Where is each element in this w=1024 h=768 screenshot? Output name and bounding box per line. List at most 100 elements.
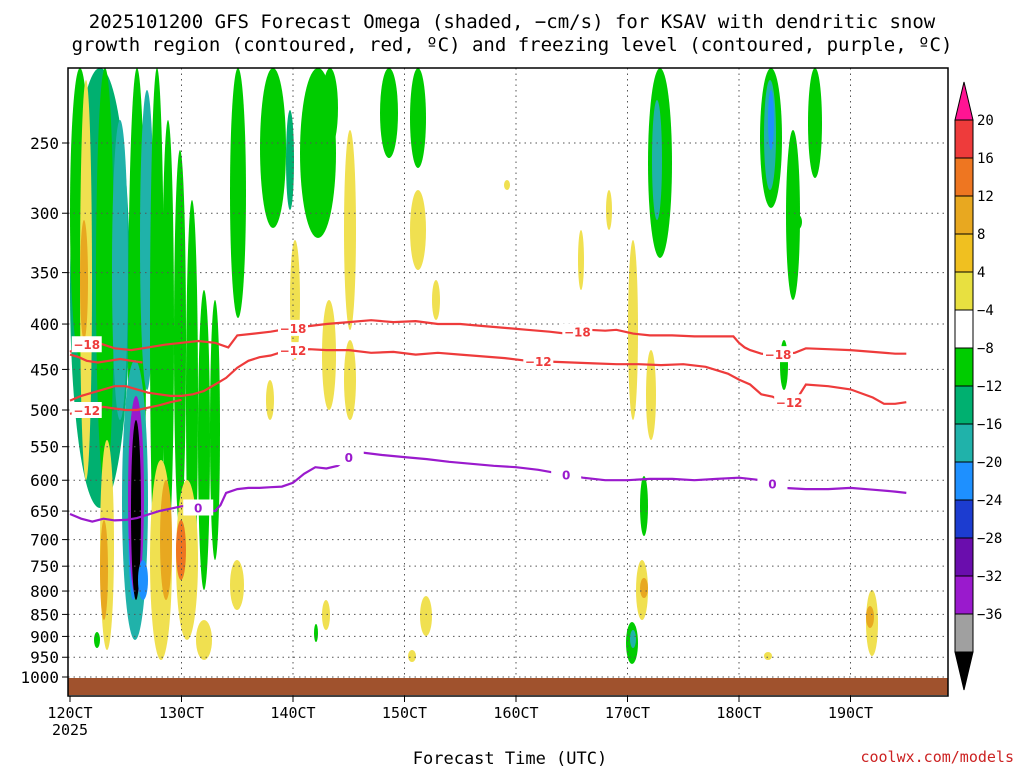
omega-shade-cell (628, 240, 638, 420)
omega-shade-cell (230, 68, 246, 318)
omega-shade-cell (138, 560, 148, 600)
y-tick-label: 650 (30, 502, 59, 521)
colorbar-label: −16 (977, 417, 1002, 433)
omega-shade-cell (768, 90, 774, 150)
contour-label: −12 (525, 355, 552, 369)
colorbar-swatch (954, 613, 974, 653)
omega-shade-cell (174, 150, 186, 530)
y-tick-label: 900 (30, 627, 59, 646)
omega-shade-cell (131, 420, 141, 600)
contour-label: −18 (765, 348, 792, 362)
omega-shade-cell (410, 190, 426, 270)
colorbar-top-arrow (954, 81, 974, 121)
omega-shade-cell (432, 280, 440, 320)
contour-label-bg (763, 346, 794, 363)
omega-shade-cell (266, 380, 274, 420)
y-tick-label: 250 (30, 134, 59, 153)
colorbar-bottom-arrow (954, 651, 974, 691)
chart-title-line-2: growth region (contoured, red, ºC) and f… (72, 34, 953, 56)
contour-label: −12 (776, 396, 803, 410)
omega-shade-cell (112, 120, 128, 420)
contour-label: −12 (73, 404, 100, 418)
x-tick-label: 180CT (716, 704, 761, 722)
omega-shade-cell (344, 130, 356, 330)
credit-text: coolwx.com/models (860, 748, 1014, 766)
colorbar-label: 12 (977, 189, 994, 205)
chart-title-line-1: 2025101200 GFS Forecast Omega (shaded, −… (89, 11, 936, 33)
colorbar-swatch (954, 271, 974, 311)
colorbar-label: −20 (977, 455, 1002, 471)
x-tick-label: 190CT (828, 704, 873, 722)
y-tick-label: 1000 (20, 668, 59, 687)
omega-shade-cell (504, 180, 510, 190)
x-tick-label: 140CT (270, 704, 315, 722)
colorbar-label: −24 (977, 493, 1002, 509)
omega-shade-cell (640, 578, 648, 598)
x-tick-label: 170CT (605, 704, 650, 722)
contour-label-bg (278, 342, 308, 359)
colorbar-swatch (954, 461, 974, 501)
contour-lines: −18 −18 −18 −18 −12 −12 −12 −12 0 0 0 0 (69, 319, 907, 523)
contour-line (69, 319, 907, 356)
colorbar: 20 16 12 8 4 −4 −8 −12 −16 −20 −24 −28 −32 −36 (954, 81, 1002, 691)
contour-label-bg (562, 323, 593, 340)
colorbar-swatch (954, 309, 974, 349)
contour-label-bg (551, 466, 582, 483)
omega-shade-cell (94, 632, 100, 648)
omega-shade-cell (808, 68, 822, 178)
y-tick-label: 350 (30, 264, 59, 283)
colorbar-swatch (954, 195, 974, 235)
colorbar-swatch (954, 499, 974, 539)
colorbar-label: −28 (977, 531, 1002, 547)
omega-shade-cell (322, 68, 338, 148)
contour-label-bg (523, 353, 554, 370)
colorbar-swatch (954, 423, 974, 463)
contour-line (69, 353, 143, 364)
y-tick-label: 950 (30, 648, 59, 667)
contour-label-bg (71, 402, 102, 418)
omega-shade-cell (786, 130, 800, 300)
omega-shade-cell (408, 650, 416, 662)
y-tick-label: 800 (30, 582, 59, 601)
omega-shade-cell (198, 290, 210, 590)
y-tick-label: 550 (30, 438, 59, 457)
contour-label: 0 (562, 469, 570, 483)
omega-shade-cell (80, 220, 88, 340)
omega-shade-cell (578, 230, 584, 290)
y-tick-label: 300 (30, 204, 59, 223)
x-axis-year: 2025 (52, 721, 88, 739)
omega-shade-cell (792, 214, 802, 230)
colorbar-swatch (954, 575, 974, 615)
colorbar-swatch (954, 157, 974, 197)
omega-shade-cell (646, 350, 656, 440)
omega-shade-cell (286, 110, 294, 210)
omega-shade-cell (380, 68, 398, 158)
colorbar-label: 16 (977, 151, 994, 167)
omega-shade-cell (100, 520, 108, 620)
colorbar-label: 8 (977, 227, 985, 243)
y-tick-label: 750 (30, 557, 59, 576)
contour-label-bg (183, 499, 214, 516)
y-axis-ticks: 250 300 350 400 450 500 550 600 650 700 750 800 850 9… (20, 134, 68, 687)
contour-label-bg (774, 394, 805, 411)
colorbar-label: −32 (977, 569, 1002, 585)
omega-shade-cell (210, 300, 220, 560)
colorbar-swatch (954, 233, 974, 273)
omega-shade-cell (196, 620, 212, 660)
x-axis-label: Forecast Time (UTC) (413, 749, 607, 768)
omega-shade-cell (640, 476, 648, 536)
x-tick-label: 160CT (493, 704, 538, 722)
omega-shade-cell (410, 68, 426, 168)
omega-shade-cell (764, 652, 772, 660)
omega-shading (70, 68, 878, 664)
omega-shade-cell (420, 596, 432, 636)
colorbar-swatch (954, 385, 974, 425)
omega-shade-cell (322, 300, 336, 410)
omega-shade-cell (652, 100, 662, 220)
contour-label: −18 (280, 322, 307, 336)
y-tick-label: 600 (30, 471, 59, 490)
contour-label-bg (71, 336, 102, 353)
x-axis-ticks: 120CT 130CT 140CT 150CT 160CT 170CT 180CT 190CT (47, 696, 873, 722)
colorbar-swatch (954, 347, 974, 387)
